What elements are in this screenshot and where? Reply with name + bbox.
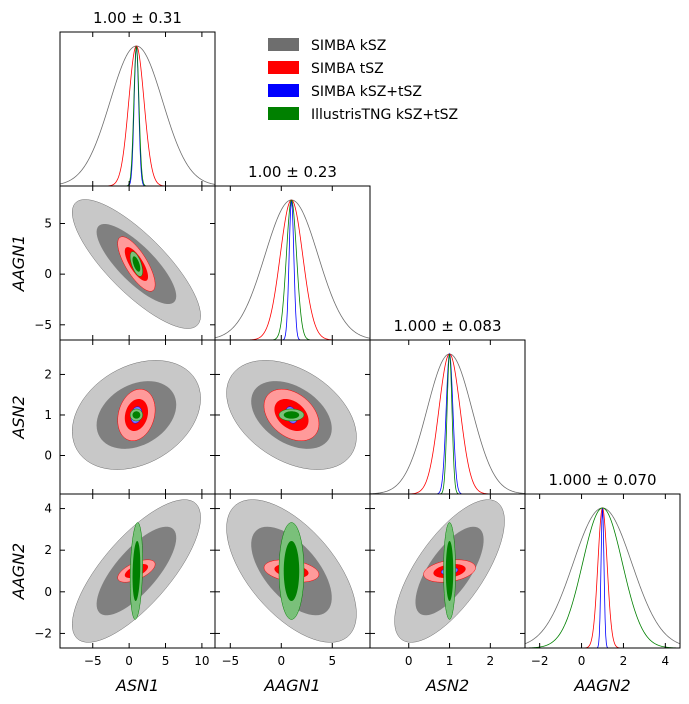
contour-inner-illustristng-ksz-tsz — [132, 411, 141, 419]
contour-panel-asn1-aagn1 — [71, 199, 201, 329]
y-tick-label: 2 — [44, 367, 52, 381]
legend: SIMBA kSZ SIMBA tSZ SIMBA kSZ+tSZ Illust… — [268, 38, 458, 123]
contour-inner-illustristng-ksz-tsz — [283, 540, 300, 602]
y-tick-label: 0 — [44, 267, 52, 281]
x-tick-label: 10 — [194, 654, 209, 668]
contour-inner-illustristng-ksz-tsz — [445, 540, 454, 602]
marginal-curve-illustristng-ksz-tsz — [60, 46, 215, 187]
x-tick-label: −5 — [221, 654, 239, 668]
y-tick-label: −2 — [34, 626, 52, 640]
legend-swatch-simba-ksz — [268, 38, 299, 51]
y-axis-label-asn2: ASN2 — [9, 395, 28, 439]
marginal-curve-simba-ksz-tsz — [215, 199, 370, 341]
x-axis-label-aagn2: AAGN2 — [573, 676, 630, 695]
y-axis-label-aagn2: AAGN2 — [9, 543, 28, 600]
contour-inner-illustristng-ksz-tsz — [132, 256, 141, 272]
marginal-title-aagn2: 1.000 ± 0.070 — [549, 471, 657, 489]
marginal-panel-asn2 — [369, 352, 526, 495]
marginal-panel-aagn2 — [524, 507, 681, 649]
x-axis-label-asn2: ASN2 — [425, 676, 469, 695]
marginal-curve-illustristng-ksz-tsz — [524, 507, 681, 649]
marginal-panel-asn1 — [59, 45, 216, 187]
x-tick-label: 1 — [446, 654, 454, 668]
legend-label-simba-tsz: SIMBA tSZ — [311, 61, 384, 77]
x-tick-label: 4 — [662, 654, 670, 668]
panel-frame — [369, 339, 526, 495]
marginal-curve-simba-ksz — [524, 507, 681, 645]
marginal-curve-simba-ksz — [369, 353, 526, 495]
legend-swatch-simba-tsz — [268, 61, 299, 74]
legend-label-simba-ksz: SIMBA kSZ — [311, 38, 386, 54]
contour-inner-illustristng-ksz-tsz — [283, 411, 300, 419]
panel-frame — [524, 493, 681, 649]
x-tick-label: −2 — [531, 654, 549, 668]
contour-inner-illustristng-ksz-tsz — [132, 540, 141, 602]
marginal-curve-simba-ksz-tsz — [370, 352, 525, 495]
marginal-title-asn1: 1.00 ± 0.31 — [93, 9, 182, 27]
x-tick-label: 2 — [487, 654, 495, 668]
marginal-curve-simba-ksz-tsz — [525, 507, 680, 649]
marginal-title-asn2: 1.000 ± 0.083 — [394, 317, 502, 335]
contour-panel-aagn1-asn2 — [226, 360, 357, 470]
y-tick-label: 2 — [44, 543, 52, 557]
x-tick-label: 0 — [277, 654, 285, 668]
x-tick-label: 0 — [405, 654, 413, 668]
legend-label-simba-ksz-tsz: SIMBA kSZ+tSZ — [311, 84, 422, 100]
y-tick-label: −5 — [34, 318, 52, 332]
x-axis-label-asn1: ASN1 — [115, 676, 159, 695]
marginal-title-aagn1: 1.00 ± 0.23 — [248, 163, 337, 181]
x-tick-label: −5 — [84, 654, 102, 668]
y-tick-label: 0 — [44, 585, 52, 599]
y-tick-label: 0 — [44, 449, 52, 463]
contour-panel-asn1-asn2 — [71, 360, 201, 470]
x-tick-label: 5 — [328, 654, 336, 668]
x-tick-label: 0 — [578, 654, 586, 668]
legend-swatch-simba-ksz-tsz — [268, 84, 299, 97]
marginal-curve-simba-tsz — [525, 507, 680, 649]
contour-panel-asn2-aagn2 — [394, 499, 505, 643]
x-tick-label: 2 — [620, 654, 628, 668]
marginal-panel-aagn1 — [214, 199, 371, 341]
legend-label-illustristng-ksz-tsz: IllustrisTNG kSZ+tSZ — [311, 107, 458, 123]
marginal-curve-simba-ksz — [59, 45, 216, 185]
contour-panel-aagn1-aagn2 — [226, 499, 357, 643]
legend-swatch-illustristng-ksz-tsz — [268, 107, 299, 120]
x-tick-label: 0 — [125, 654, 133, 668]
y-axis-label-aagn1: AAGN1 — [9, 235, 28, 292]
y-tick-label: 1 — [44, 408, 52, 422]
y-tick-label: 4 — [44, 502, 52, 516]
x-axis-label-aagn1: AAGN1 — [263, 676, 320, 695]
x-tick-label: 5 — [162, 654, 170, 668]
y-tick-label: 5 — [44, 216, 52, 230]
contour-panel-asn1-aagn2 — [71, 499, 201, 643]
